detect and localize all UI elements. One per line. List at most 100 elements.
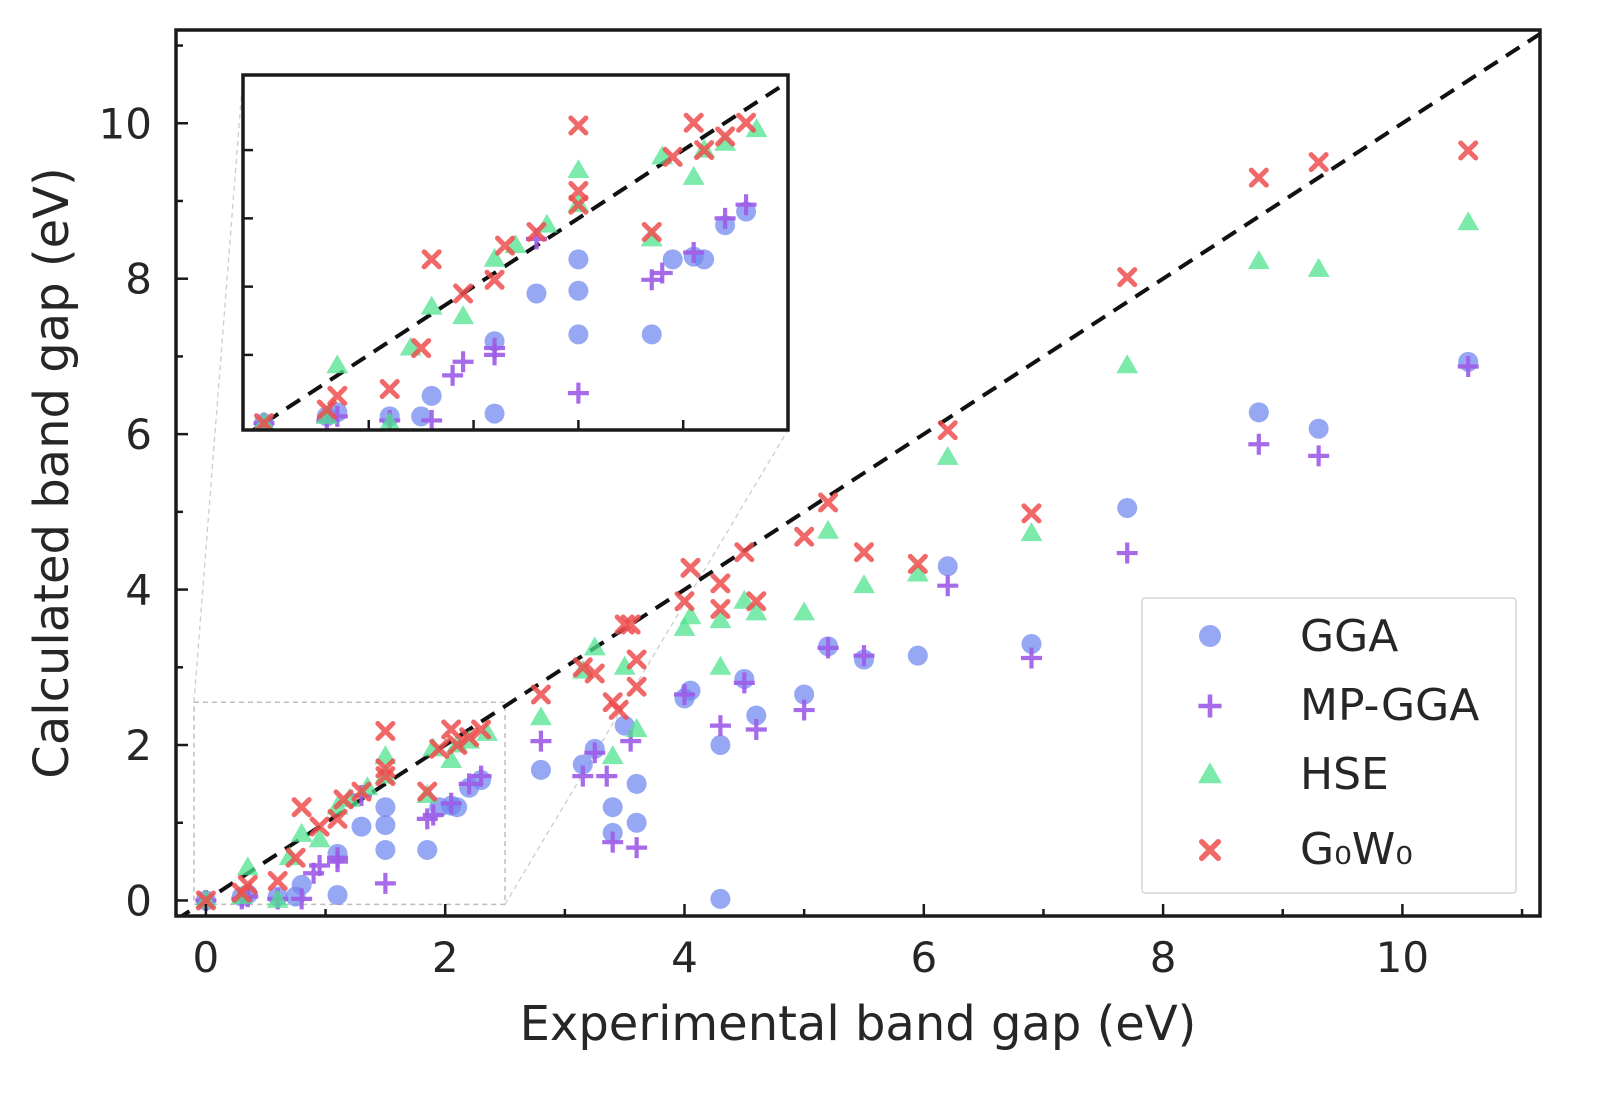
hse-point (266, 888, 289, 908)
mp-gga-point (733, 672, 755, 694)
g0w0-point (441, 719, 462, 740)
g0w0-point (285, 847, 306, 868)
mp-gga-point (327, 851, 349, 873)
y-tick-label: 6 (125, 410, 152, 459)
g0w0-point (291, 797, 312, 818)
inset-ticks (243, 148, 685, 430)
g0w0-inset-point (526, 222, 547, 243)
mp-gga-point (530, 730, 552, 752)
mp-gga-point (470, 765, 492, 787)
g0w0-point (333, 789, 354, 810)
g0w0-point (794, 526, 815, 547)
hse-point (709, 655, 732, 675)
g0w0-point (1021, 503, 1042, 524)
y-axis-label: Calculated band gap (eV) (24, 167, 80, 778)
g0w0-point (447, 735, 468, 756)
main-plot-points (194, 140, 1480, 911)
mp-gga-point (709, 715, 731, 737)
g0w0-point (674, 591, 695, 612)
g0w0-inset-point (379, 379, 400, 400)
gga-point (937, 556, 958, 577)
g0w0-point (459, 727, 480, 748)
g0w0-point (907, 553, 928, 574)
hse-point (308, 828, 331, 848)
hse-inset-point (745, 118, 768, 138)
x-tick-label: 2 (432, 933, 459, 982)
g0w0-point (626, 676, 647, 697)
mp-gga-inset-point (421, 409, 443, 430)
g0w0-point (429, 738, 450, 759)
g0w0-point (375, 766, 396, 787)
mp-gga-point (309, 854, 331, 876)
hse-point (679, 605, 702, 625)
legend-label-gga: GGA (1300, 611, 1398, 662)
hse-point (745, 601, 768, 621)
hse-point (440, 749, 463, 769)
mp-gga-point (793, 699, 815, 721)
g0w0-point (614, 614, 635, 635)
hse-inset-point (326, 354, 349, 374)
gga-inset-point (484, 403, 505, 424)
gga-point (626, 773, 647, 794)
g0w0-inset-point (484, 269, 505, 290)
gga-inset-point (568, 324, 589, 345)
g0w0-point (237, 874, 258, 895)
hse-inset-point (714, 131, 737, 151)
x-tick-label: 0 (193, 933, 220, 982)
gga-point (710, 888, 731, 909)
x-tick-label: 4 (671, 933, 698, 982)
g0w0-inset-point (327, 385, 348, 406)
mp-gga-inset-point (651, 262, 673, 284)
gga-point (530, 759, 551, 780)
hse-point (601, 745, 624, 765)
gga-inset-point (568, 280, 589, 301)
hse-point (709, 609, 732, 629)
legend-markers (1197, 625, 1223, 861)
g0w0-point (351, 781, 372, 802)
g0w0-point (1308, 152, 1329, 173)
hse-inset-point (452, 305, 475, 325)
zoom-connector-line (193, 74, 244, 703)
g0w0-inset-point (736, 112, 757, 133)
mp-gga-inset-point (442, 364, 464, 386)
g0w0-point (471, 719, 492, 740)
gga-inset-point (421, 385, 442, 406)
mp-gga-point (1116, 542, 1138, 564)
hse-point (1116, 354, 1139, 374)
legend: GGA MP-GGA HSE G₀W₀ (1141, 597, 1517, 894)
mp-gga-point (1308, 445, 1330, 467)
g0w0-inset-point (694, 140, 715, 161)
mp-gga-inset-point (452, 351, 474, 373)
mp-gga-point (817, 637, 839, 659)
mp-gga-point (853, 645, 875, 667)
inset-diagonal-line (249, 80, 788, 430)
legend-label-g0w0: G₀W₀ (1300, 824, 1413, 875)
mp-gga-inset-point (735, 194, 757, 216)
mp-gga-inset-point (484, 344, 506, 366)
mp-gga-point (596, 765, 618, 787)
legend-label-mp-gga: MP-GGA (1300, 680, 1479, 731)
hse-point (236, 856, 259, 876)
g0w0-point (626, 649, 647, 670)
mp-gga-point (1020, 647, 1042, 669)
hse-point (625, 717, 648, 737)
hse-inset-point (483, 247, 506, 267)
mp-gga-point (584, 742, 606, 764)
g0w0-inset-point (421, 249, 442, 270)
g0w0-inset-point (641, 222, 662, 243)
hse-inset-point (420, 295, 443, 315)
legend-label-hse: HSE (1300, 749, 1389, 800)
gga-point (626, 812, 647, 833)
mp-gga-inset-point (683, 242, 705, 263)
g0w0-inset-point (662, 146, 683, 167)
mp-gga-point (422, 804, 444, 826)
g0w0-point (327, 808, 348, 829)
hse-point (906, 562, 929, 582)
g0w0-point (1117, 267, 1138, 288)
g0w0-inset-point (715, 126, 736, 147)
g0w0-point (620, 614, 641, 635)
g0w0-point (530, 684, 551, 705)
mp-gga-point (937, 575, 959, 597)
zoom-guides (193, 74, 789, 906)
